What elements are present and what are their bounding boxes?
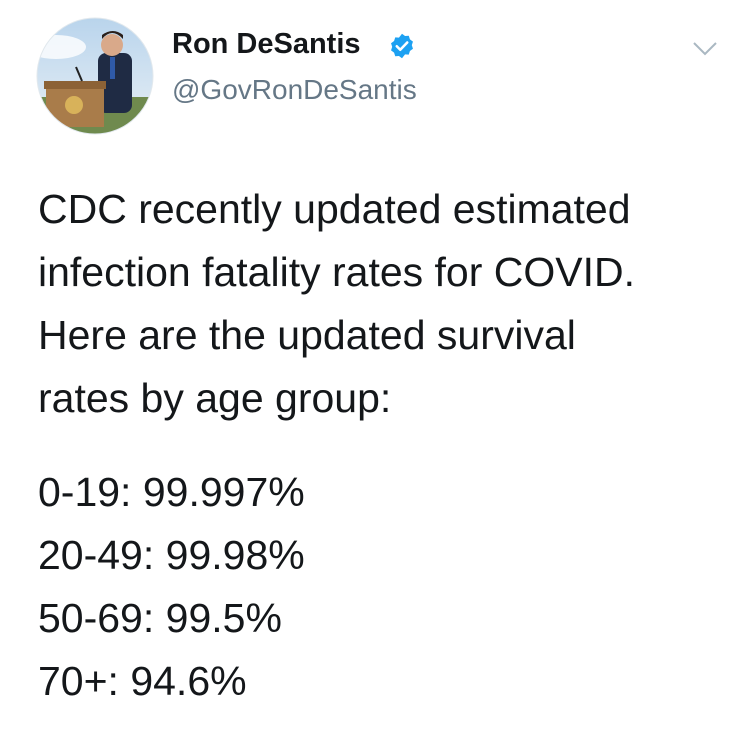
text-line: CDC recently updated estimated: [38, 186, 631, 232]
stat-line: 50-69: 99.5%: [38, 595, 282, 641]
text-line: rates by age group:: [38, 375, 392, 421]
stat-line: 0-19: 99.997%: [38, 469, 305, 515]
text-line: Here are the updated survival: [38, 312, 576, 358]
menu-chevron[interactable]: [692, 40, 718, 58]
stat-line: 70+: 94.6%: [38, 658, 247, 704]
verified-badge: [391, 33, 413, 59]
avatar[interactable]: [36, 17, 154, 135]
handle[interactable]: @GovRonDeSantis: [172, 74, 417, 105]
tweet-text: CDC recently updated estimated infection …: [38, 178, 635, 430]
display-name[interactable]: Ron DeSantis: [172, 28, 361, 60]
text-line: infection fatality rates for COVID.: [38, 249, 636, 295]
stat-line: 20-49: 99.98%: [38, 532, 305, 578]
tweet-stats: 0-19: 99.997% 20-49: 99.98% 50-69: 99.5% 70…: [38, 461, 305, 713]
